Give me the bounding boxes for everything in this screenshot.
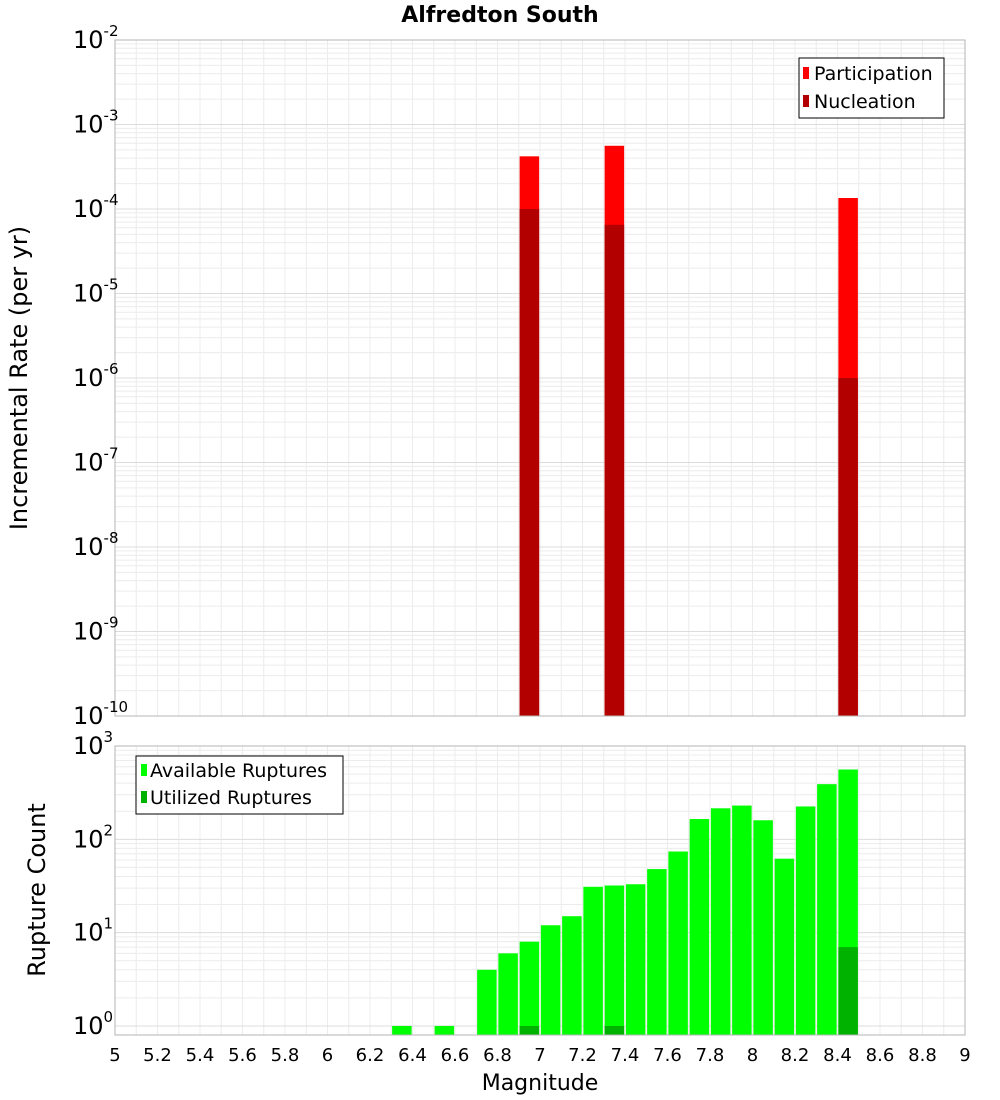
legend-swatch-nucleation — [803, 95, 809, 107]
x-tick-label: 8.6 — [866, 1045, 895, 1066]
bar-utilized-ruptures — [604, 1025, 625, 1035]
rate-legend-box — [798, 57, 945, 119]
x-tick-label: 7 — [534, 1045, 545, 1066]
count-bars — [392, 769, 858, 1035]
bar-nucleation — [604, 224, 625, 716]
x-tick-label: 7.4 — [611, 1045, 640, 1066]
rate-plot-frame — [114, 39, 966, 717]
bar-nucleation — [838, 378, 858, 716]
bar-available-ruptures — [434, 1025, 455, 1035]
y-tick-label: 10-2 — [73, 22, 119, 54]
y-tick-label: 10-10 — [73, 698, 128, 730]
bar-available-ruptures — [562, 916, 582, 1035]
x-tick-label: 8.8 — [908, 1045, 937, 1066]
bar-utilized-ruptures — [519, 1025, 540, 1035]
bar-available-ruptures — [583, 886, 603, 1035]
x-tick-label: 8 — [747, 1045, 758, 1066]
bar-available-ruptures — [817, 784, 837, 1035]
bar-available-ruptures — [710, 808, 731, 1035]
bar-available-ruptures — [625, 884, 646, 1035]
y-tick-label: 101 — [73, 915, 113, 947]
legend-swatch-available-ruptures — [141, 764, 147, 776]
x-tick-label: 5.6 — [228, 1045, 257, 1066]
y-tick-label: 10-6 — [73, 360, 119, 392]
x-tick-label: 5.2 — [143, 1045, 172, 1066]
x-tick-label: 7.8 — [696, 1045, 725, 1066]
bar-available-ruptures — [392, 1025, 412, 1035]
count-legend: Available Ruptures Utilized Ruptures — [135, 755, 344, 815]
x-tick-label: 5 — [109, 1045, 120, 1066]
y-tick-label: 10-4 — [73, 191, 119, 223]
bar-available-ruptures — [477, 969, 497, 1035]
rate-bars — [519, 145, 858, 717]
bar-available-ruptures — [774, 858, 795, 1035]
legend-label-nucleation: Nucleation — [814, 91, 916, 113]
count-x-ticks: 5 5.2 5.4 5.6 5.8 6 6.2 6.4 6.6 6.8 7 7.2 7.4 7.6 7.8 8… — [109, 1045, 970, 1066]
x-tick-label: 6.8 — [483, 1045, 512, 1066]
x-axis-label: Magnitude — [482, 1071, 599, 1096]
x-tick-label: 6.2 — [356, 1045, 385, 1066]
rate-panel: 10-2 10-3 10-4 10-5 10-6 10-7 10-8 10-9 10-10 In… — [5, 22, 966, 730]
count-panel: 100 101 102 103 5 5.2 5.4 5.6 5.8 6 6.2 6.4 6.6 6.8 7… — [23, 728, 971, 1096]
x-tick-label: 7.6 — [653, 1045, 682, 1066]
bar-available-ruptures — [795, 806, 816, 1035]
x-tick-label: 8.2 — [781, 1045, 810, 1066]
x-tick-label: 5.4 — [186, 1045, 215, 1066]
y-tick-label: 10-7 — [73, 445, 119, 477]
bar-available-ruptures — [668, 851, 688, 1035]
y-tick-label: 103 — [73, 728, 113, 760]
x-tick-label: 9 — [959, 1045, 970, 1066]
bar-available-ruptures — [604, 885, 625, 1035]
x-tick-label: 6.4 — [398, 1045, 427, 1066]
bar-available-ruptures — [647, 869, 667, 1035]
y-tick-label: 10-3 — [73, 107, 119, 139]
y-tick-label: 10-8 — [73, 529, 119, 561]
legend-swatch-participation — [803, 67, 809, 79]
y-tick-label: 102 — [73, 821, 113, 853]
bar-available-ruptures — [498, 953, 518, 1035]
y-tick-label: 100 — [73, 1008, 113, 1040]
count-y-ticks: 100 101 102 103 — [73, 728, 113, 1040]
bar-available-ruptures — [689, 819, 710, 1035]
x-tick-label: 6.6 — [441, 1045, 470, 1066]
legend-label-utilized-ruptures: Utilized Ruptures — [150, 787, 312, 809]
count-y-axis-label: Rupture Count — [23, 803, 51, 977]
x-tick-label: 7.2 — [568, 1045, 597, 1066]
legend-label-available-ruptures: Available Ruptures — [150, 760, 327, 782]
x-tick-label: 6 — [322, 1045, 333, 1066]
legend-label-participation: Participation — [814, 63, 933, 85]
bar-available-ruptures — [732, 805, 752, 1035]
bar-available-ruptures — [519, 941, 540, 1035]
count-plot-frame — [114, 745, 966, 1036]
y-tick-label: 10-5 — [73, 276, 119, 308]
count-legend-box — [135, 755, 344, 815]
bar-available-ruptures — [753, 820, 773, 1035]
rate-y-axis-label: Incremental Rate (per yr) — [5, 226, 33, 530]
rate-gridlines — [114, 40, 966, 717]
chart-title: Alfredton South — [401, 3, 598, 28]
legend-swatch-utilized-ruptures — [141, 791, 147, 803]
x-tick-label: 5.8 — [271, 1045, 300, 1066]
bar-available-ruptures — [540, 925, 561, 1035]
rate-legend: Participation Nucleation — [798, 57, 945, 119]
bar-nucleation — [519, 209, 540, 716]
x-tick-label: 8.4 — [823, 1045, 852, 1066]
bar-utilized-ruptures — [838, 947, 858, 1035]
y-tick-label: 10-9 — [73, 614, 119, 646]
rate-y-ticks: 10-2 10-3 10-4 10-5 10-6 10-7 10-8 10-9 10-10 — [73, 22, 128, 730]
